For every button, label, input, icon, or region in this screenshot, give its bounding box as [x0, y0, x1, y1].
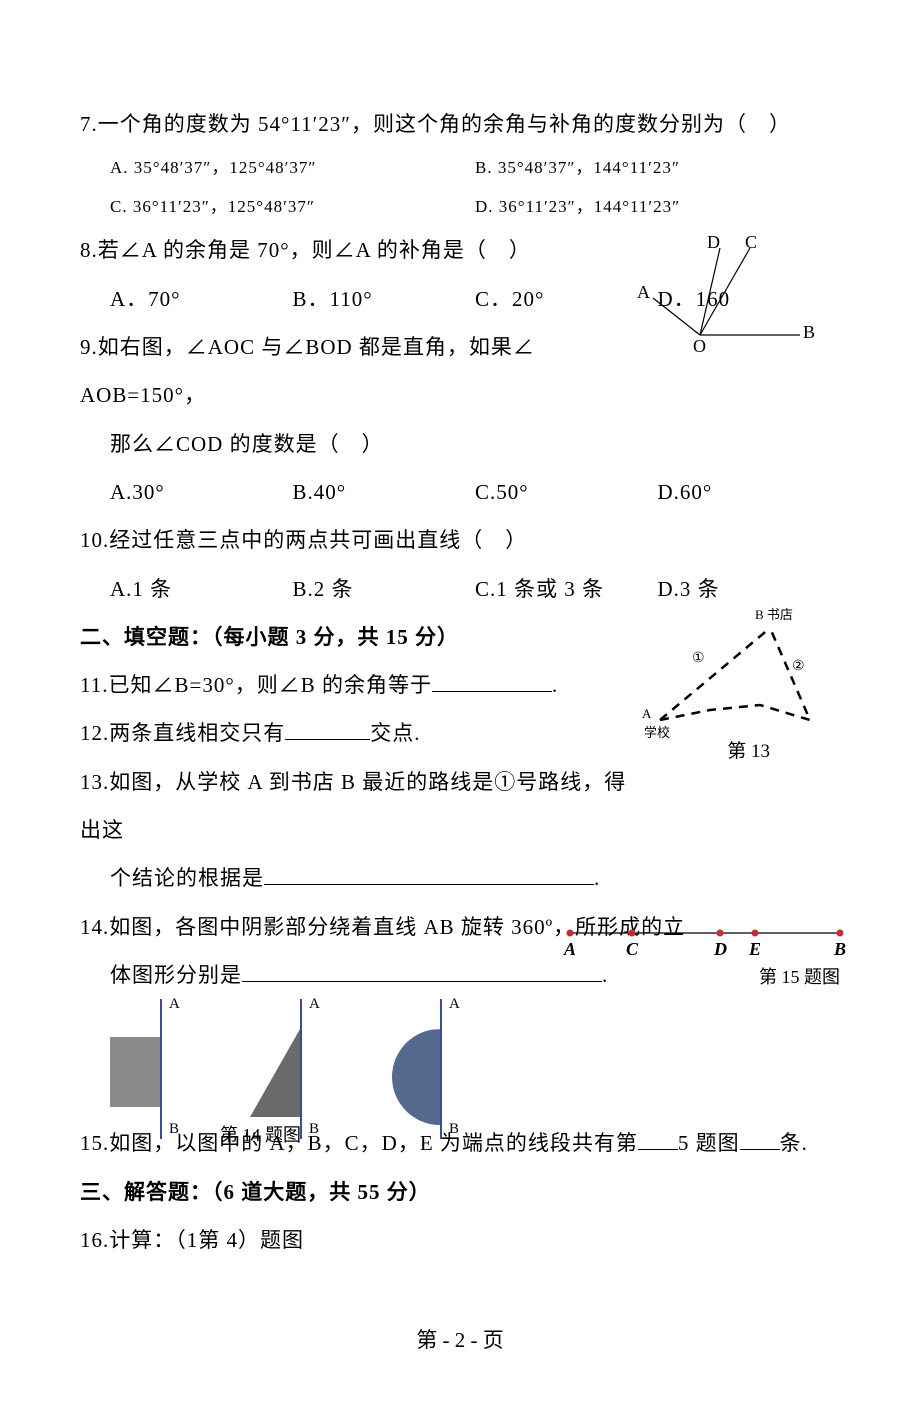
q10-opt-c: C.1 条或 3 条 [475, 565, 658, 613]
q13-label-2: ② [792, 658, 805, 675]
q13-post: . [594, 866, 600, 890]
q11-blank [432, 671, 552, 692]
q12-post: 交点. [370, 721, 420, 745]
q8-opt-b: B．110° [293, 275, 476, 323]
q9-l3: 那么∠COD 的度数是（ ） [80, 420, 840, 468]
q14-sub3: A B [380, 999, 510, 1139]
q13-label-b: B 书店 [755, 604, 793, 623]
q9-label-a: A [637, 282, 650, 303]
figure-q13-path: B 书店 A 学校 ① ② [650, 610, 830, 740]
q14-shape-rect [110, 1037, 160, 1107]
q13-pre: 个结论的根据是 [110, 866, 264, 890]
q15-label-d: D [714, 939, 727, 960]
q13-label-a: A [642, 706, 651, 722]
q14-sub2: A B 第 14 题图 [240, 999, 370, 1139]
q12-blank [285, 719, 370, 740]
q7-stem: 7.一个角的度数为 54°11′23″，则这个角的余角与补角的度数分别为（ ） [80, 100, 840, 148]
q11-post: . [552, 673, 558, 697]
q9-opt-d: D.60° [658, 468, 841, 516]
q14-axis1 [160, 999, 162, 1139]
q10-stem: 10.经过任意三点中的两点共可画出直线（ ） [80, 516, 840, 564]
q15-label-a: A [564, 939, 576, 960]
q9-opt-c: C.50° [475, 468, 658, 516]
q10-opt-a: A.1 条 [110, 565, 293, 613]
q13-l2: 个结论的根据是. [80, 854, 840, 902]
q14-shape-tri [250, 1029, 300, 1117]
page-footer: 第 - 2 - 页 [80, 1324, 840, 1354]
q14-b1: B [169, 1121, 179, 1138]
q15-label-e: E [749, 939, 761, 960]
q7-row2: C. 36°11′23″，125°48′37″ D. 36°11′23″，144… [80, 187, 840, 226]
q10-opt-d: D.3 条 [658, 565, 841, 613]
figure-q14-rotation: A B A B 第 14 题图 A B [100, 999, 840, 1139]
q11-pre: 11.已知∠B=30°，则∠B 的余角等于 [80, 673, 432, 697]
q14-sub1: A B [100, 999, 230, 1139]
q14-a2: A [309, 996, 320, 1013]
q15-label-c: C [626, 939, 638, 960]
q7-opt-c: C. 36°11′23″，125°48′37″ [110, 187, 475, 226]
q13-label-1: ① [692, 650, 705, 667]
q9-label-c: C [745, 232, 757, 253]
section3-title: 三、解答题：（6 道大题，共 55 分） [80, 1168, 840, 1216]
q14-b3: B [449, 1121, 459, 1138]
q13-caption: 第 13 [727, 736, 770, 763]
q10-opts: A.1 条 B.2 条 C.1 条或 3 条 D.3 条 [80, 565, 840, 613]
q14-axis3 [440, 999, 442, 1139]
figure-q15-segment: A C D E B 第 15 题图 [560, 915, 850, 975]
q14-a3: A [449, 996, 460, 1013]
q13-label-school: 学校 [644, 722, 670, 741]
q14-axis2 [300, 999, 302, 1139]
q9-opts: A.30° B.40° C.50° D.60° [80, 468, 840, 516]
q14-blank [242, 961, 602, 982]
q9-opt-b: B.40° [293, 468, 476, 516]
q7-opt-a: A. 35°48′37″，125°48′37″ [110, 148, 475, 187]
q9-label-d: D [707, 232, 720, 253]
q15-label-b: B [834, 939, 846, 960]
q9-l2: AOB=150°， [80, 371, 840, 419]
q14-a1: A [169, 996, 180, 1013]
q14-pre: 体图形分别是 [110, 963, 242, 987]
q13-l1: 13.如图，从学校 A 到书店 B 最近的路线是①号路线，得出这 [80, 758, 840, 855]
figure-q9-angles: A B C D O [645, 240, 815, 350]
q8-opt-a: A．70° [110, 275, 293, 323]
page: 7.一个角的度数为 54°11′23″，则这个角的余角与补角的度数分别为（ ） … [0, 0, 920, 1414]
q7-opt-b: B. 35°48′37″，144°11′23″ [475, 148, 840, 187]
q8-opt-c: C．20° [475, 275, 658, 323]
q9-opt-a: A.30° [110, 468, 293, 516]
q12-pre: 12.两条直线相交只有 [80, 721, 285, 745]
q10-opt-b: B.2 条 [293, 565, 476, 613]
q9-label-o: O [693, 336, 706, 357]
q16: 16.计算：（1第 4）题图 [80, 1216, 840, 1264]
q14-caption: 第 14 题图 [220, 1121, 400, 1147]
q9-label-b: B [803, 322, 815, 343]
q13-blank [264, 864, 594, 885]
q15-caption: 第 15 题图 [759, 963, 840, 989]
q7-row1: A. 35°48′37″，125°48′37″ B. 35°48′37″，144… [80, 148, 840, 187]
q7-opt-d: D. 36°11′23″，144°11′23″ [475, 187, 840, 226]
